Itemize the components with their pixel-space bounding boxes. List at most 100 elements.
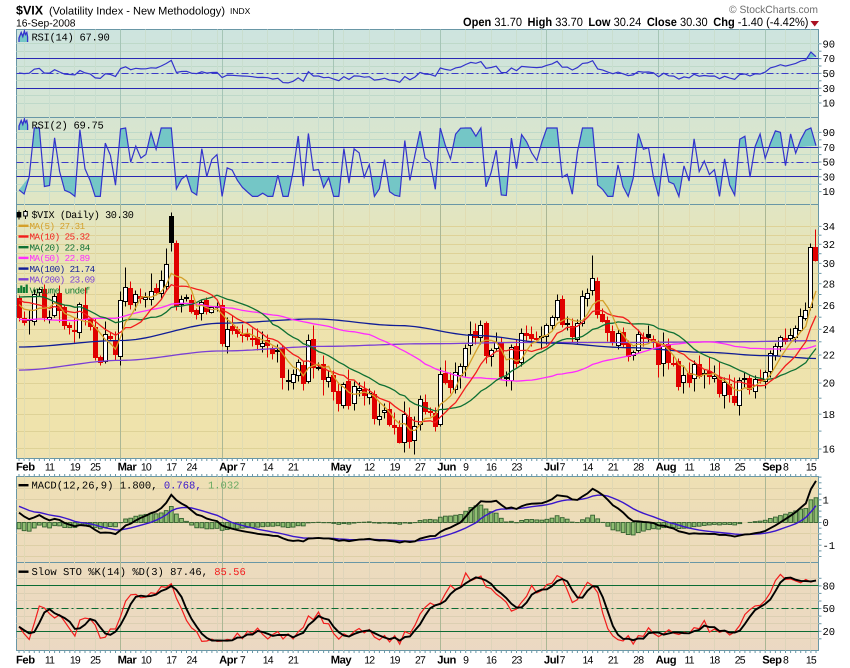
svg-text:9: 9 [463, 655, 469, 667]
svg-text:90: 90 [823, 128, 836, 140]
svg-text:Aug: Aug [656, 655, 677, 667]
svg-text:50: 50 [823, 69, 836, 81]
svg-text:24: 24 [187, 655, 198, 667]
svg-text:MA(200) 23.09: MA(200) 23.09 [30, 275, 95, 286]
svg-text:11: 11 [45, 461, 55, 473]
svg-text:15: 15 [806, 461, 817, 473]
svg-text:19: 19 [70, 655, 81, 667]
svg-text:14: 14 [263, 655, 274, 667]
svg-text:14: 14 [263, 461, 274, 473]
svg-text:23: 23 [511, 461, 522, 473]
svg-text:17: 17 [166, 655, 177, 667]
svg-text:May: May [331, 655, 353, 667]
svg-text:Slow STO %K(14) %D(3) 87.46, 8: Slow STO %K(14) %D(3) 87.46, 85.56 [32, 567, 246, 579]
svg-text:25: 25 [735, 461, 746, 473]
svg-text:20: 20 [823, 627, 836, 639]
svg-text:May: May [331, 461, 353, 473]
svg-text:24: 24 [187, 461, 198, 473]
svg-text:INDX: INDX [230, 6, 251, 16]
svg-text:MA(20) 22.84: MA(20) 22.84 [30, 242, 91, 253]
svg-text:21: 21 [608, 655, 619, 667]
svg-text:$VIX (Daily) 30.30: $VIX (Daily) 30.30 [32, 210, 134, 222]
svg-text:28: 28 [823, 279, 836, 291]
svg-text:-1: -1 [823, 541, 836, 553]
svg-text:Apr: Apr [219, 655, 238, 667]
svg-text:7: 7 [240, 461, 246, 473]
svg-text:Jun: Jun [437, 655, 456, 667]
svg-text:© StockCharts.com: © StockCharts.com [729, 4, 818, 16]
svg-text:Aug: Aug [656, 461, 677, 473]
svg-text:Volume undef: Volume undef [30, 286, 90, 297]
svg-text:RSI(14) 67.90: RSI(14) 67.90 [32, 33, 110, 45]
svg-text:27: 27 [415, 655, 426, 667]
svg-text:10: 10 [141, 461, 152, 473]
svg-text:19: 19 [390, 461, 401, 473]
svg-text:21: 21 [608, 461, 619, 473]
svg-text:23: 23 [511, 655, 522, 667]
svg-text:8: 8 [783, 655, 789, 667]
svg-text:27: 27 [415, 461, 426, 473]
svg-text:90: 90 [823, 39, 836, 51]
svg-text:16: 16 [486, 655, 497, 667]
svg-text:0: 0 [823, 518, 829, 530]
svg-text:50: 50 [823, 604, 836, 616]
svg-text:MACD(12,26,9) 1.800, 0.768, 1.: MACD(12,26,9) 1.800, 0.768, 1.032 [32, 481, 240, 493]
svg-text:11: 11 [45, 655, 55, 667]
svg-text:Feb: Feb [16, 461, 35, 473]
svg-text:19: 19 [70, 461, 81, 473]
svg-text:28: 28 [633, 461, 644, 473]
svg-text:19: 19 [390, 655, 401, 667]
svg-text:26: 26 [823, 301, 836, 313]
svg-text:22: 22 [823, 351, 836, 363]
svg-text:11: 11 [684, 461, 694, 473]
svg-text:32: 32 [823, 240, 836, 252]
svg-text:Sep: Sep [762, 655, 782, 667]
svg-text:18: 18 [709, 655, 720, 667]
svg-text:MA(10) 25.32: MA(10) 25.32 [30, 232, 90, 243]
svg-text:70: 70 [823, 54, 836, 66]
svg-text:Mar: Mar [118, 655, 138, 667]
svg-text:Open 31.70 High 33.70 Low 30.2: Open 31.70 High 33.70 Low 30.24 Close 30… [463, 15, 809, 29]
svg-text:1: 1 [823, 495, 829, 507]
svg-text:24: 24 [823, 325, 836, 337]
svg-text:Mar: Mar [118, 461, 138, 473]
svg-text:11: 11 [684, 655, 694, 667]
svg-text:10: 10 [141, 655, 152, 667]
svg-text:25: 25 [90, 461, 101, 473]
svg-text:14: 14 [582, 461, 593, 473]
svg-text:(Volatility Index - New Method: (Volatility Index - New Methodology) [49, 6, 225, 18]
svg-text:7: 7 [560, 655, 566, 667]
svg-text:10: 10 [823, 99, 836, 111]
svg-text:$VIX: $VIX [16, 4, 44, 18]
svg-text:7: 7 [560, 461, 566, 473]
svg-text:18: 18 [709, 461, 720, 473]
svg-text:20: 20 [823, 379, 836, 391]
svg-text:16: 16 [486, 461, 497, 473]
svg-text:Jul: Jul [544, 655, 559, 667]
svg-text:12: 12 [364, 655, 375, 667]
svg-text:25: 25 [90, 655, 101, 667]
svg-text:15: 15 [806, 655, 817, 667]
svg-text:30: 30 [823, 84, 836, 96]
svg-text:25: 25 [735, 655, 746, 667]
svg-text:16-Sep-2008: 16-Sep-2008 [16, 19, 76, 30]
svg-text:12: 12 [364, 461, 375, 473]
svg-text:14: 14 [582, 655, 593, 667]
svg-text:28: 28 [633, 655, 644, 667]
svg-text:30: 30 [823, 172, 836, 184]
svg-text:Apr: Apr [219, 461, 238, 473]
svg-text:18: 18 [823, 410, 836, 422]
svg-text:50: 50 [823, 158, 836, 170]
svg-text:9: 9 [463, 461, 469, 473]
svg-text:Jul: Jul [544, 461, 559, 473]
svg-text:34: 34 [823, 222, 836, 234]
svg-text:7: 7 [240, 655, 246, 667]
svg-text:MA(100) 21.74: MA(100) 21.74 [30, 264, 96, 275]
svg-text:MA(50) 22.89: MA(50) 22.89 [30, 253, 90, 264]
svg-text:16: 16 [823, 445, 836, 457]
svg-text:Feb: Feb [16, 655, 35, 667]
svg-text:30: 30 [823, 259, 836, 271]
svg-text:8: 8 [783, 461, 789, 473]
svg-text:21: 21 [288, 461, 299, 473]
svg-text:17: 17 [166, 461, 177, 473]
